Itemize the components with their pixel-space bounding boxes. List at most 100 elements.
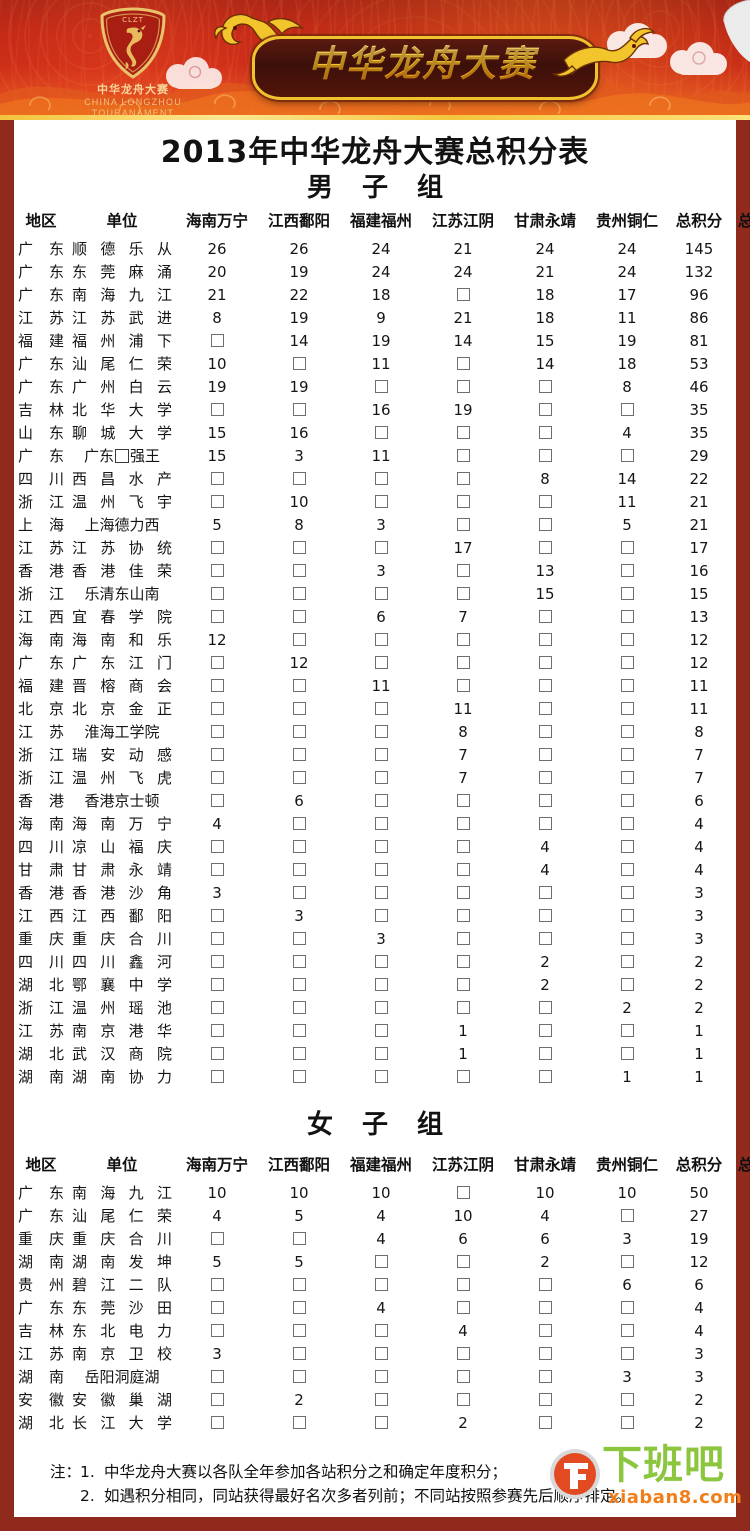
cell-unit: 甘肃永靖 bbox=[72, 861, 172, 879]
cell-total: 3 bbox=[694, 1367, 704, 1386]
cell-stage-6 bbox=[586, 881, 668, 904]
cell-stage-6: 17 bbox=[586, 283, 668, 306]
cell-stage-6 bbox=[586, 1204, 668, 1227]
table-row: 香港 香港京士顿 6 6 25 bbox=[14, 789, 750, 812]
empty-score-box bbox=[374, 839, 388, 853]
cell-stage-1 bbox=[176, 398, 258, 421]
cell-stage-2: 19 bbox=[258, 306, 340, 329]
cell-stage-6 bbox=[586, 1042, 668, 1065]
cell-stage-4 bbox=[422, 283, 504, 306]
empty-score-box bbox=[374, 747, 388, 761]
cell-total: 7 bbox=[694, 768, 704, 787]
empty-score-box bbox=[538, 540, 552, 554]
cell-stage-6: 2 bbox=[586, 996, 668, 1019]
empty-score-box bbox=[210, 563, 224, 577]
cell-stage-4 bbox=[422, 352, 504, 375]
cell-rank: 22 bbox=[730, 720, 750, 743]
cell-stage-5 bbox=[504, 651, 586, 674]
cell-stage-3 bbox=[340, 812, 422, 835]
stage-score: 15 bbox=[535, 584, 555, 603]
cell-rank: 5 bbox=[730, 1273, 750, 1296]
cell-total: 29 bbox=[689, 446, 709, 465]
cell-stage-4 bbox=[422, 927, 504, 950]
cell-stage-4 bbox=[422, 835, 504, 858]
stage-score: 10 bbox=[207, 354, 227, 373]
footnote-item: 注： 1. 中华龙舟大赛以各队全年参加各站积分之和确定年度积分； bbox=[50, 1460, 736, 1484]
empty-score-box bbox=[620, 770, 634, 784]
empty-score-box bbox=[374, 1023, 388, 1037]
cell-stage-3: 4 bbox=[340, 1204, 422, 1227]
cell-stage-5 bbox=[504, 1042, 586, 1065]
cell-stage-4: 4 bbox=[422, 1319, 504, 1342]
stage-score: 2 bbox=[622, 998, 632, 1017]
cell-rank: 31 bbox=[730, 927, 750, 950]
empty-score-box bbox=[456, 586, 470, 600]
cell-stage-3 bbox=[340, 858, 422, 881]
plaque-plate bbox=[252, 36, 598, 100]
cell-stage-3 bbox=[340, 743, 422, 766]
cell-stage-3: 6 bbox=[340, 605, 422, 628]
cell-stage-1 bbox=[176, 720, 258, 743]
cell-stage-1: 15 bbox=[176, 444, 258, 467]
empty-score-box bbox=[210, 747, 224, 761]
cell-total: 6 bbox=[694, 1275, 704, 1294]
cell-stage-1 bbox=[176, 467, 258, 490]
cell-stage-4 bbox=[422, 1250, 504, 1273]
stage-score: 10 bbox=[371, 1183, 391, 1202]
empty-score-box bbox=[292, 1069, 306, 1083]
cell-stage-1 bbox=[176, 743, 258, 766]
cell-stage-1: 20 bbox=[176, 260, 258, 283]
empty-score-box bbox=[210, 770, 224, 784]
cell-stage-5: 18 bbox=[504, 283, 586, 306]
empty-score-box bbox=[210, 954, 224, 968]
empty-score-box bbox=[374, 425, 388, 439]
cell-stage-1: 8 bbox=[176, 306, 258, 329]
cell-stage-4 bbox=[422, 1342, 504, 1365]
cell-stage-3 bbox=[340, 582, 422, 605]
cell-stage-4 bbox=[422, 950, 504, 973]
logo-en-line2: TOURANAMENT bbox=[91, 108, 175, 118]
cell-stage-2: 6 bbox=[258, 789, 340, 812]
empty-score-box bbox=[210, 540, 224, 554]
cell-stage-5 bbox=[504, 398, 586, 421]
empty-score-box bbox=[292, 1000, 306, 1014]
empty-score-box bbox=[374, 586, 388, 600]
cell-stage-4 bbox=[422, 490, 504, 513]
cell-stage-4: 10 bbox=[422, 1204, 504, 1227]
cell-stage-4: 1 bbox=[422, 1019, 504, 1042]
empty-score-box bbox=[374, 471, 388, 485]
cell-unit: 鄂襄中学 bbox=[72, 976, 172, 994]
cell-unit: 晋榕商会 bbox=[72, 677, 172, 695]
stage-score: 14 bbox=[453, 331, 473, 350]
cell-unit: 瑞安动感 bbox=[72, 746, 172, 764]
stage-score: 3 bbox=[622, 1229, 632, 1248]
cell-stage-2 bbox=[258, 950, 340, 973]
cell-region: 香港 bbox=[18, 562, 64, 580]
cell-unit: 顺德乐从 bbox=[72, 240, 172, 258]
empty-score-box bbox=[620, 1046, 634, 1060]
cell-stage-6: 11 bbox=[586, 306, 668, 329]
stage-score: 19 bbox=[371, 331, 391, 350]
cell-region: 湖北 bbox=[18, 976, 64, 994]
empty-score-box bbox=[292, 402, 306, 416]
empty-score-box bbox=[538, 1023, 552, 1037]
cell-unit: 湖南发坤 bbox=[72, 1253, 172, 1271]
cell-stage-1 bbox=[176, 950, 258, 973]
col-header-stage-1: 海南万宁 bbox=[185, 212, 248, 230]
cell-stage-2: 10 bbox=[258, 490, 340, 513]
cell-stage-5: 4 bbox=[504, 858, 586, 881]
cell-total: 27 bbox=[689, 1206, 709, 1225]
empty-score-box bbox=[456, 885, 470, 899]
cell-unit: 南海九江 bbox=[72, 1184, 172, 1202]
cell-stage-6: 5 bbox=[586, 513, 668, 536]
cell-total: 4 bbox=[694, 1298, 704, 1317]
empty-score-box bbox=[210, 1323, 224, 1337]
cell-region: 江苏 bbox=[18, 723, 64, 741]
empty-score-box bbox=[456, 1185, 470, 1199]
empty-score-box bbox=[456, 448, 470, 462]
